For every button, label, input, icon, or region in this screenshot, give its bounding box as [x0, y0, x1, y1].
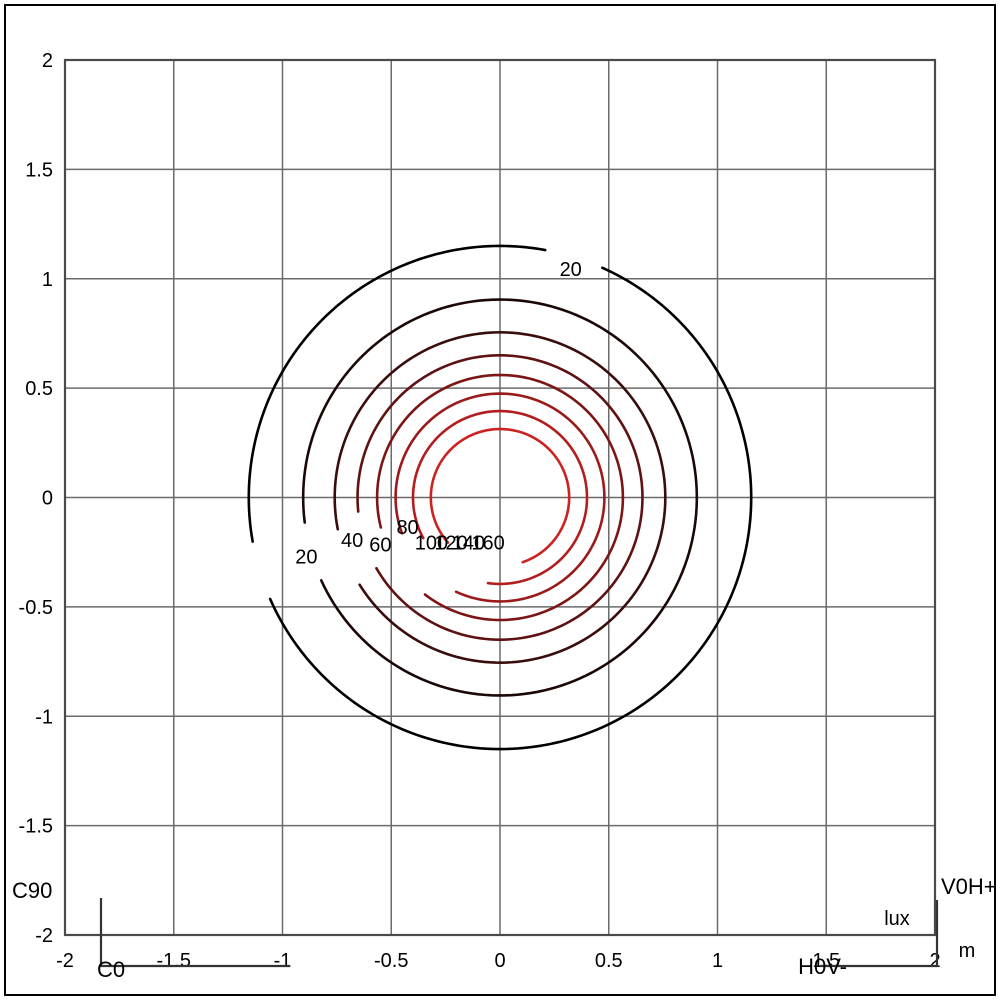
c90-label: C90 [12, 878, 52, 903]
contour-line-140 [411, 409, 589, 586]
contour-line-20 [247, 244, 547, 543]
meter-unit-label: m [959, 940, 976, 962]
contour-line-40 [301, 298, 699, 697]
y-tick-label: 1.5 [25, 159, 53, 181]
contour-label-60: 60 [369, 535, 391, 557]
x-axis-tick-labels: -2 -1.5 -1 -0.5 0 0.5 1 1.5 2 [56, 950, 940, 972]
c90-c0-corner-bracket: C90 C0 [12, 878, 290, 982]
y-tick-label: -1.5 [19, 816, 53, 838]
contour-label-20: 20 [295, 547, 317, 569]
contour-label-40: 40 [341, 530, 363, 552]
y-tick-label: -2 [35, 925, 53, 947]
y-tick-label: 1 [42, 269, 53, 291]
y-tick-label: -0.5 [19, 597, 53, 619]
v0h-plus-label: V0H+ [941, 874, 997, 899]
y-tick-label: 2 [42, 50, 53, 72]
grid-lines [65, 60, 935, 935]
lux-unit-label: lux [884, 908, 910, 930]
contour-line-20 [268, 266, 753, 751]
contour-line-120 [394, 392, 606, 603]
x-tick-label: -1 [274, 950, 292, 972]
x-tick-label: -1.5 [157, 950, 191, 972]
image-border [4, 4, 996, 996]
contour-label-140: 140 [452, 532, 485, 554]
v0h-h0v-corner-bracket: V0H+ H0V- [798, 874, 997, 979]
x-tick-label: -0.5 [374, 950, 408, 972]
x-tick-label: 0 [494, 950, 505, 972]
c0-label: C0 [97, 957, 125, 982]
y-axis-tick-labels: 2 1.5 1 0.5 0 -0.5 -1 -1.5 -2 [19, 50, 53, 947]
contour-line-80 [356, 354, 644, 641]
h0v-minus-label: H0V- [798, 954, 847, 979]
y-tick-label: -1 [35, 706, 53, 728]
contour-lines [247, 244, 753, 751]
y-tick-label: 0.5 [25, 378, 53, 400]
contour-line-100 [375, 373, 625, 622]
x-tick-label: 2 [929, 950, 940, 972]
y-tick-label: 0 [42, 488, 53, 510]
contour-line-160 [429, 427, 571, 564]
contour-label-20: 20 [560, 259, 582, 281]
x-tick-label: -2 [56, 950, 74, 972]
contour-label-120: 120 [434, 532, 467, 554]
x-tick-label: 1 [712, 950, 723, 972]
plot-area-border [63, 58, 937, 937]
x-tick-label: 0.5 [595, 950, 623, 972]
contour-label-100: 100 [415, 532, 448, 554]
contour-label-80: 80 [396, 517, 418, 539]
contour-line-60 [333, 331, 667, 664]
contour-label-160: 160 [471, 532, 504, 554]
